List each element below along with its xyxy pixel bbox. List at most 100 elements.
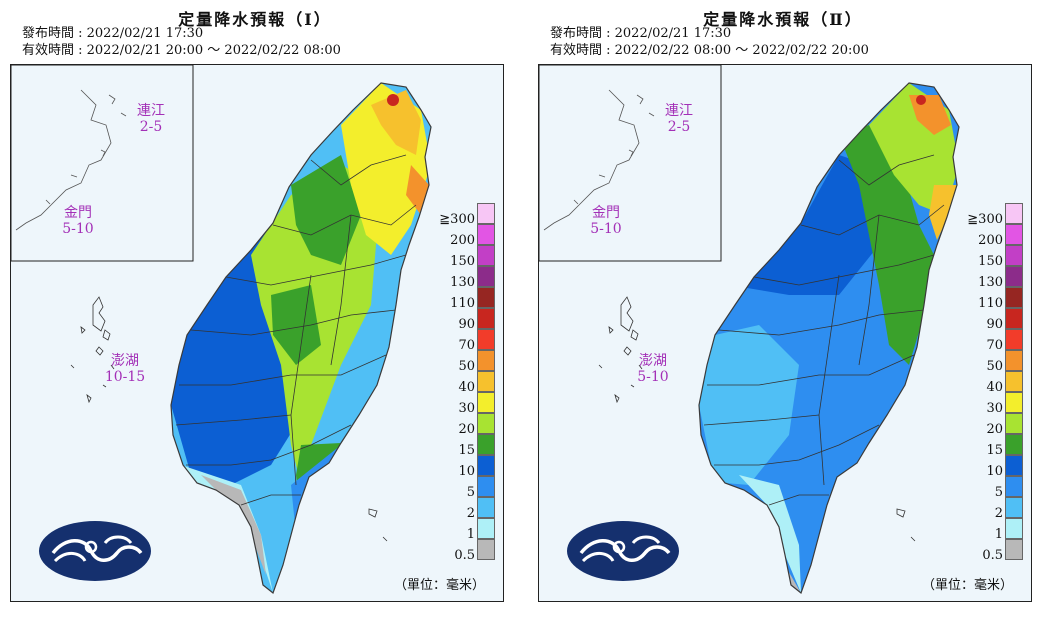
matsu-label: 連江 2-5 <box>131 103 171 135</box>
legend-swatch <box>1005 518 1023 539</box>
legend-value: 90 <box>458 317 475 332</box>
issue-time: 發布時間 : 2022/02/21 17:30 <box>550 26 732 41</box>
legend-swatch <box>1005 266 1023 287</box>
legend-item: 90 <box>955 308 1025 331</box>
legend-value: 0.5 <box>982 548 1003 563</box>
legend-value: 110 <box>450 296 475 311</box>
legend-swatch <box>477 245 495 266</box>
legend-swatch <box>477 455 495 476</box>
kinmen-name: 金門 <box>64 205 92 221</box>
legend-item: 130 <box>427 266 497 290</box>
legend-swatch <box>477 308 495 329</box>
qpf-panel-2: 定量降水預報（Ⅱ） 發布時間 : 2022/02/21 17:30 有效時間 :… <box>528 0 1038 617</box>
legend-swatch <box>1005 476 1023 497</box>
legend-value: 30 <box>458 401 475 416</box>
legend-item: ≧300 <box>955 203 1025 226</box>
legend-value: 130 <box>978 275 1003 290</box>
panel-title: 定量降水預報（Ⅱ） <box>703 10 863 29</box>
legend-value: 150 <box>978 254 1003 269</box>
legend-item: 150 <box>427 245 497 268</box>
legend-item: 15 <box>955 434 1025 458</box>
legend-value: 50 <box>458 359 475 374</box>
legend-item: 110 <box>955 287 1025 311</box>
legend-item: 110 <box>427 287 497 311</box>
legend-swatch <box>1005 371 1023 392</box>
kinmen-label: 金門 5-10 <box>53 205 103 237</box>
legend-swatch <box>1005 497 1023 518</box>
rainfall-map: 連江 2-5 金門 5-10 澎湖 5-10 ≧300 200 150 130 110 9… <box>538 64 1032 602</box>
legend-item: 5 <box>955 476 1025 500</box>
taiwan-rainfall-fill <box>699 83 959 593</box>
legend-value: 40 <box>986 380 1003 395</box>
legend-item: 0.5 <box>955 539 1025 563</box>
cwb-logo <box>37 519 153 583</box>
legend-item: 20 <box>955 413 1025 437</box>
kinmen-name: 金門 <box>592 205 620 221</box>
legend-item: 50 <box>955 350 1025 374</box>
legend-swatch <box>477 497 495 518</box>
legend-swatch <box>1005 224 1023 245</box>
legend-swatch <box>1005 539 1023 560</box>
legend-item: 30 <box>427 392 497 416</box>
legend-item: 50 <box>427 350 497 374</box>
valid-time: 有效時間 : 2022/02/21 20:00 ～ 2022/02/22 08:… <box>22 43 341 58</box>
legend-value: 5 <box>994 485 1003 500</box>
legend-swatch <box>477 266 495 287</box>
legend-item: 0.5 <box>427 539 497 562</box>
legend-swatch <box>1005 287 1023 308</box>
legend-swatch <box>477 203 495 224</box>
legend-item: 2 <box>955 497 1025 521</box>
legend-value: 10 <box>986 464 1003 479</box>
inset-box <box>539 65 722 262</box>
legend-item: 130 <box>955 266 1025 290</box>
unit-label: （單位：毫米） <box>393 578 485 593</box>
legend-swatch <box>1005 329 1023 350</box>
matsu-label: 連江 2-5 <box>659 103 699 135</box>
legend-swatch <box>1005 455 1023 476</box>
penghu-label: 澎湖 5-10 <box>625 353 681 385</box>
legend-swatch <box>1005 413 1023 434</box>
legend-item: 70 <box>427 329 497 352</box>
legend-swatch <box>1005 308 1023 329</box>
legend-value: 15 <box>986 443 1003 458</box>
map-canvas <box>11 65 432 594</box>
legend-value: ≧300 <box>439 212 475 227</box>
legend-item: 40 <box>955 371 1025 395</box>
legend-item: 1 <box>427 518 497 541</box>
unit-label: （單位：毫米） <box>921 578 1013 593</box>
legend-swatch <box>477 518 495 539</box>
legend-item: 10 <box>427 455 497 478</box>
legend-value: 1 <box>994 527 1003 542</box>
legend-item: 30 <box>955 392 1025 415</box>
legend-value: 20 <box>986 422 1003 437</box>
orchid-island <box>896 508 916 542</box>
legend-value: 50 <box>986 359 1003 374</box>
legend-swatch <box>477 413 495 434</box>
legend-item: 200 <box>427 224 497 248</box>
legend-swatch <box>1005 245 1023 266</box>
legend-value: 110 <box>978 296 1003 311</box>
legend-swatch <box>1005 350 1023 371</box>
legend-item: 15 <box>427 434 497 457</box>
legend-value: 2 <box>994 506 1003 521</box>
matsu-value: 2-5 <box>139 119 163 135</box>
legend-value: 20 <box>458 422 475 437</box>
legend-value: 130 <box>450 275 475 290</box>
legend-swatch <box>1005 392 1023 413</box>
map-canvas <box>539 65 960 594</box>
legend-swatch <box>477 287 495 308</box>
legend-item: 2 <box>427 497 497 521</box>
legend-item: 90 <box>427 308 497 332</box>
legend-value: 70 <box>986 338 1003 353</box>
legend-value: 2 <box>466 506 475 521</box>
legend-item: 20 <box>427 413 497 437</box>
legend-item: ≧300 <box>427 203 497 227</box>
legend-swatch <box>477 350 495 371</box>
legend-swatch <box>477 224 495 245</box>
legend-swatch <box>1005 203 1023 224</box>
kinmen-value: 5-10 <box>590 221 622 237</box>
penghu-label: 澎湖 10-15 <box>97 353 153 385</box>
matsu-name: 連江 <box>137 103 165 119</box>
cwb-logo <box>565 519 681 583</box>
legend-value: 200 <box>450 233 475 248</box>
